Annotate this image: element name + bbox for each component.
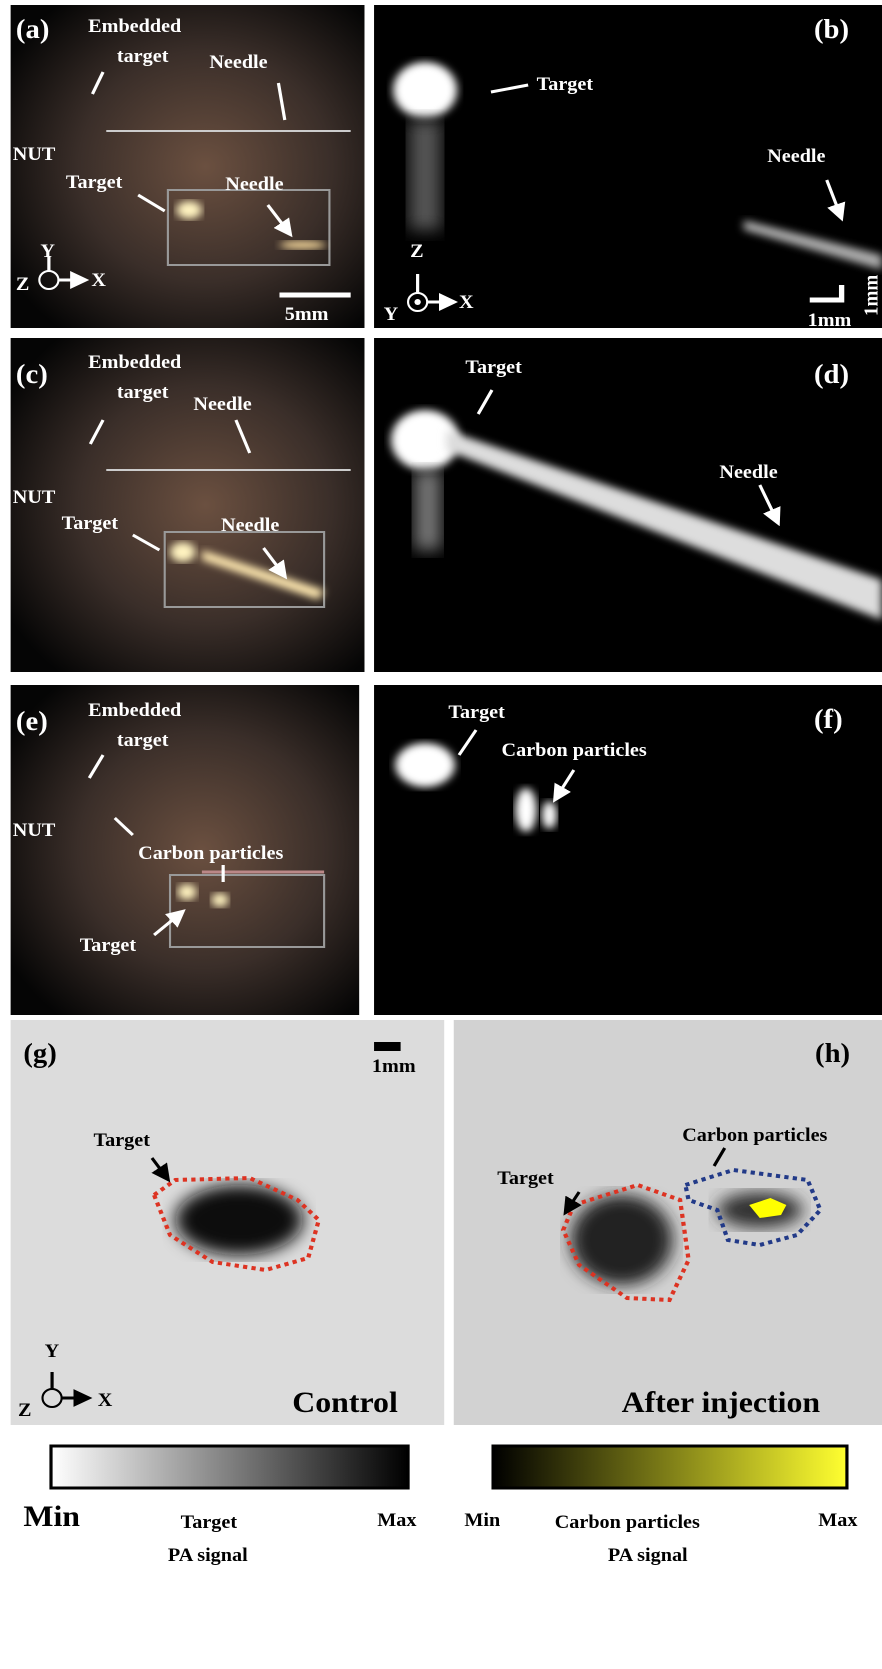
annotation: Carbon particles xyxy=(502,740,648,760)
colorbar xyxy=(51,1446,408,1488)
panel-d: (d) Target Needle xyxy=(374,338,882,672)
axis-label: X xyxy=(459,292,474,312)
axis-label: Y xyxy=(45,1341,60,1361)
axis-label: Z xyxy=(410,241,423,261)
annotation: Embedded xyxy=(88,352,181,372)
figure: (a) Embedded target Needle NUT Target Ne… xyxy=(0,0,882,1669)
glow xyxy=(170,542,196,562)
colorbar-min: Min xyxy=(23,1499,80,1533)
annotation: NUT xyxy=(13,487,56,507)
scale-label: 1mm xyxy=(372,1056,416,1076)
panel-label: (h) xyxy=(815,1039,850,1069)
colorbar-title: Target xyxy=(181,1512,238,1532)
signal xyxy=(414,470,441,550)
colorbar-title: Carbon particles xyxy=(555,1512,701,1532)
axis-label: Z xyxy=(18,1400,31,1420)
colorbar-title: PA signal xyxy=(168,1545,248,1565)
annotation: Target xyxy=(448,702,505,722)
colorbar-min: Min xyxy=(464,1510,500,1530)
photo xyxy=(11,338,365,672)
scale-label: 1mm xyxy=(808,310,852,330)
panel-label: (d) xyxy=(814,360,849,390)
signal xyxy=(542,801,557,829)
scale-bar xyxy=(374,1042,401,1051)
colorbar-carbon: Min Carbon particles PA signal Max xyxy=(464,1446,857,1566)
axis-label: X xyxy=(98,1390,113,1410)
annotation: Needle xyxy=(193,394,252,414)
glow xyxy=(211,893,228,907)
annotation: Needle xyxy=(225,174,284,194)
panel-label: (a) xyxy=(16,15,49,45)
annotation: target xyxy=(117,382,169,402)
annotation: Carbon particles xyxy=(682,1125,828,1145)
annotation: Target xyxy=(80,935,137,955)
glow xyxy=(176,201,202,219)
panel-label: (g) xyxy=(23,1039,56,1069)
annotation: Target xyxy=(66,172,123,192)
annotation: Target xyxy=(94,1130,151,1150)
colorbar xyxy=(493,1446,847,1488)
panel-c: (c) Embedded target Needle NUT Target Ne… xyxy=(11,338,365,672)
annotation: Embedded xyxy=(88,700,181,720)
panel-label: (c) xyxy=(16,360,48,390)
annotation: Embedded xyxy=(88,16,181,36)
annotation: NUT xyxy=(13,144,56,164)
condition-label: After injection xyxy=(622,1385,820,1419)
axis-label: Z xyxy=(16,274,29,294)
panel-label: (e) xyxy=(16,707,48,737)
axis-label: X xyxy=(91,270,106,290)
annotation: Target xyxy=(497,1168,554,1188)
colorbar-target: Min Target PA signal Max xyxy=(23,1446,416,1566)
glow xyxy=(279,241,326,249)
glow xyxy=(177,884,196,900)
signal xyxy=(409,120,441,230)
annotation: NUT xyxy=(13,820,56,840)
annotation: target xyxy=(117,46,169,66)
annotation: Target xyxy=(62,513,119,533)
panel-a: (a) Embedded target Needle NUT Target Ne… xyxy=(11,5,365,328)
axis-label: Y xyxy=(384,304,399,324)
panel-e: (e) Embedded target NUT Carbon particles… xyxy=(11,685,360,1015)
panel-b: (b) Target Needle Z Y X 1mm 1mm xyxy=(374,5,882,331)
annotation: Carbon particles xyxy=(138,843,284,863)
panel-f: (f) Target Carbon particles xyxy=(374,685,882,1015)
annotation: Target xyxy=(537,74,594,94)
annotation: Needle xyxy=(767,146,826,166)
colorbar-max: Max xyxy=(818,1510,857,1530)
annotation: Needle xyxy=(221,515,280,535)
panel-label: (f) xyxy=(814,705,843,735)
signal xyxy=(395,743,455,787)
colorbar-max: Max xyxy=(377,1510,416,1530)
annotation: Needle xyxy=(209,52,268,72)
signal xyxy=(515,788,536,832)
panel-h: (h) Carbon particles Target After inject… xyxy=(454,1020,882,1425)
scale-label: 5mm xyxy=(285,304,329,324)
signal xyxy=(393,62,457,118)
panel-g: (g) 1mm Target Control Y Z X xyxy=(11,1020,445,1425)
image xyxy=(374,685,882,1015)
colorbar-title: PA signal xyxy=(608,1545,688,1565)
annotation: Needle xyxy=(719,462,778,482)
axis-label: Y xyxy=(40,241,55,261)
scale-label: 1mm xyxy=(861,275,882,316)
annotation: target xyxy=(117,730,169,750)
condition-label: Control xyxy=(292,1385,398,1419)
panel-label: (b) xyxy=(814,15,849,45)
annotation: Target xyxy=(465,357,522,377)
axis-icon xyxy=(414,299,420,305)
